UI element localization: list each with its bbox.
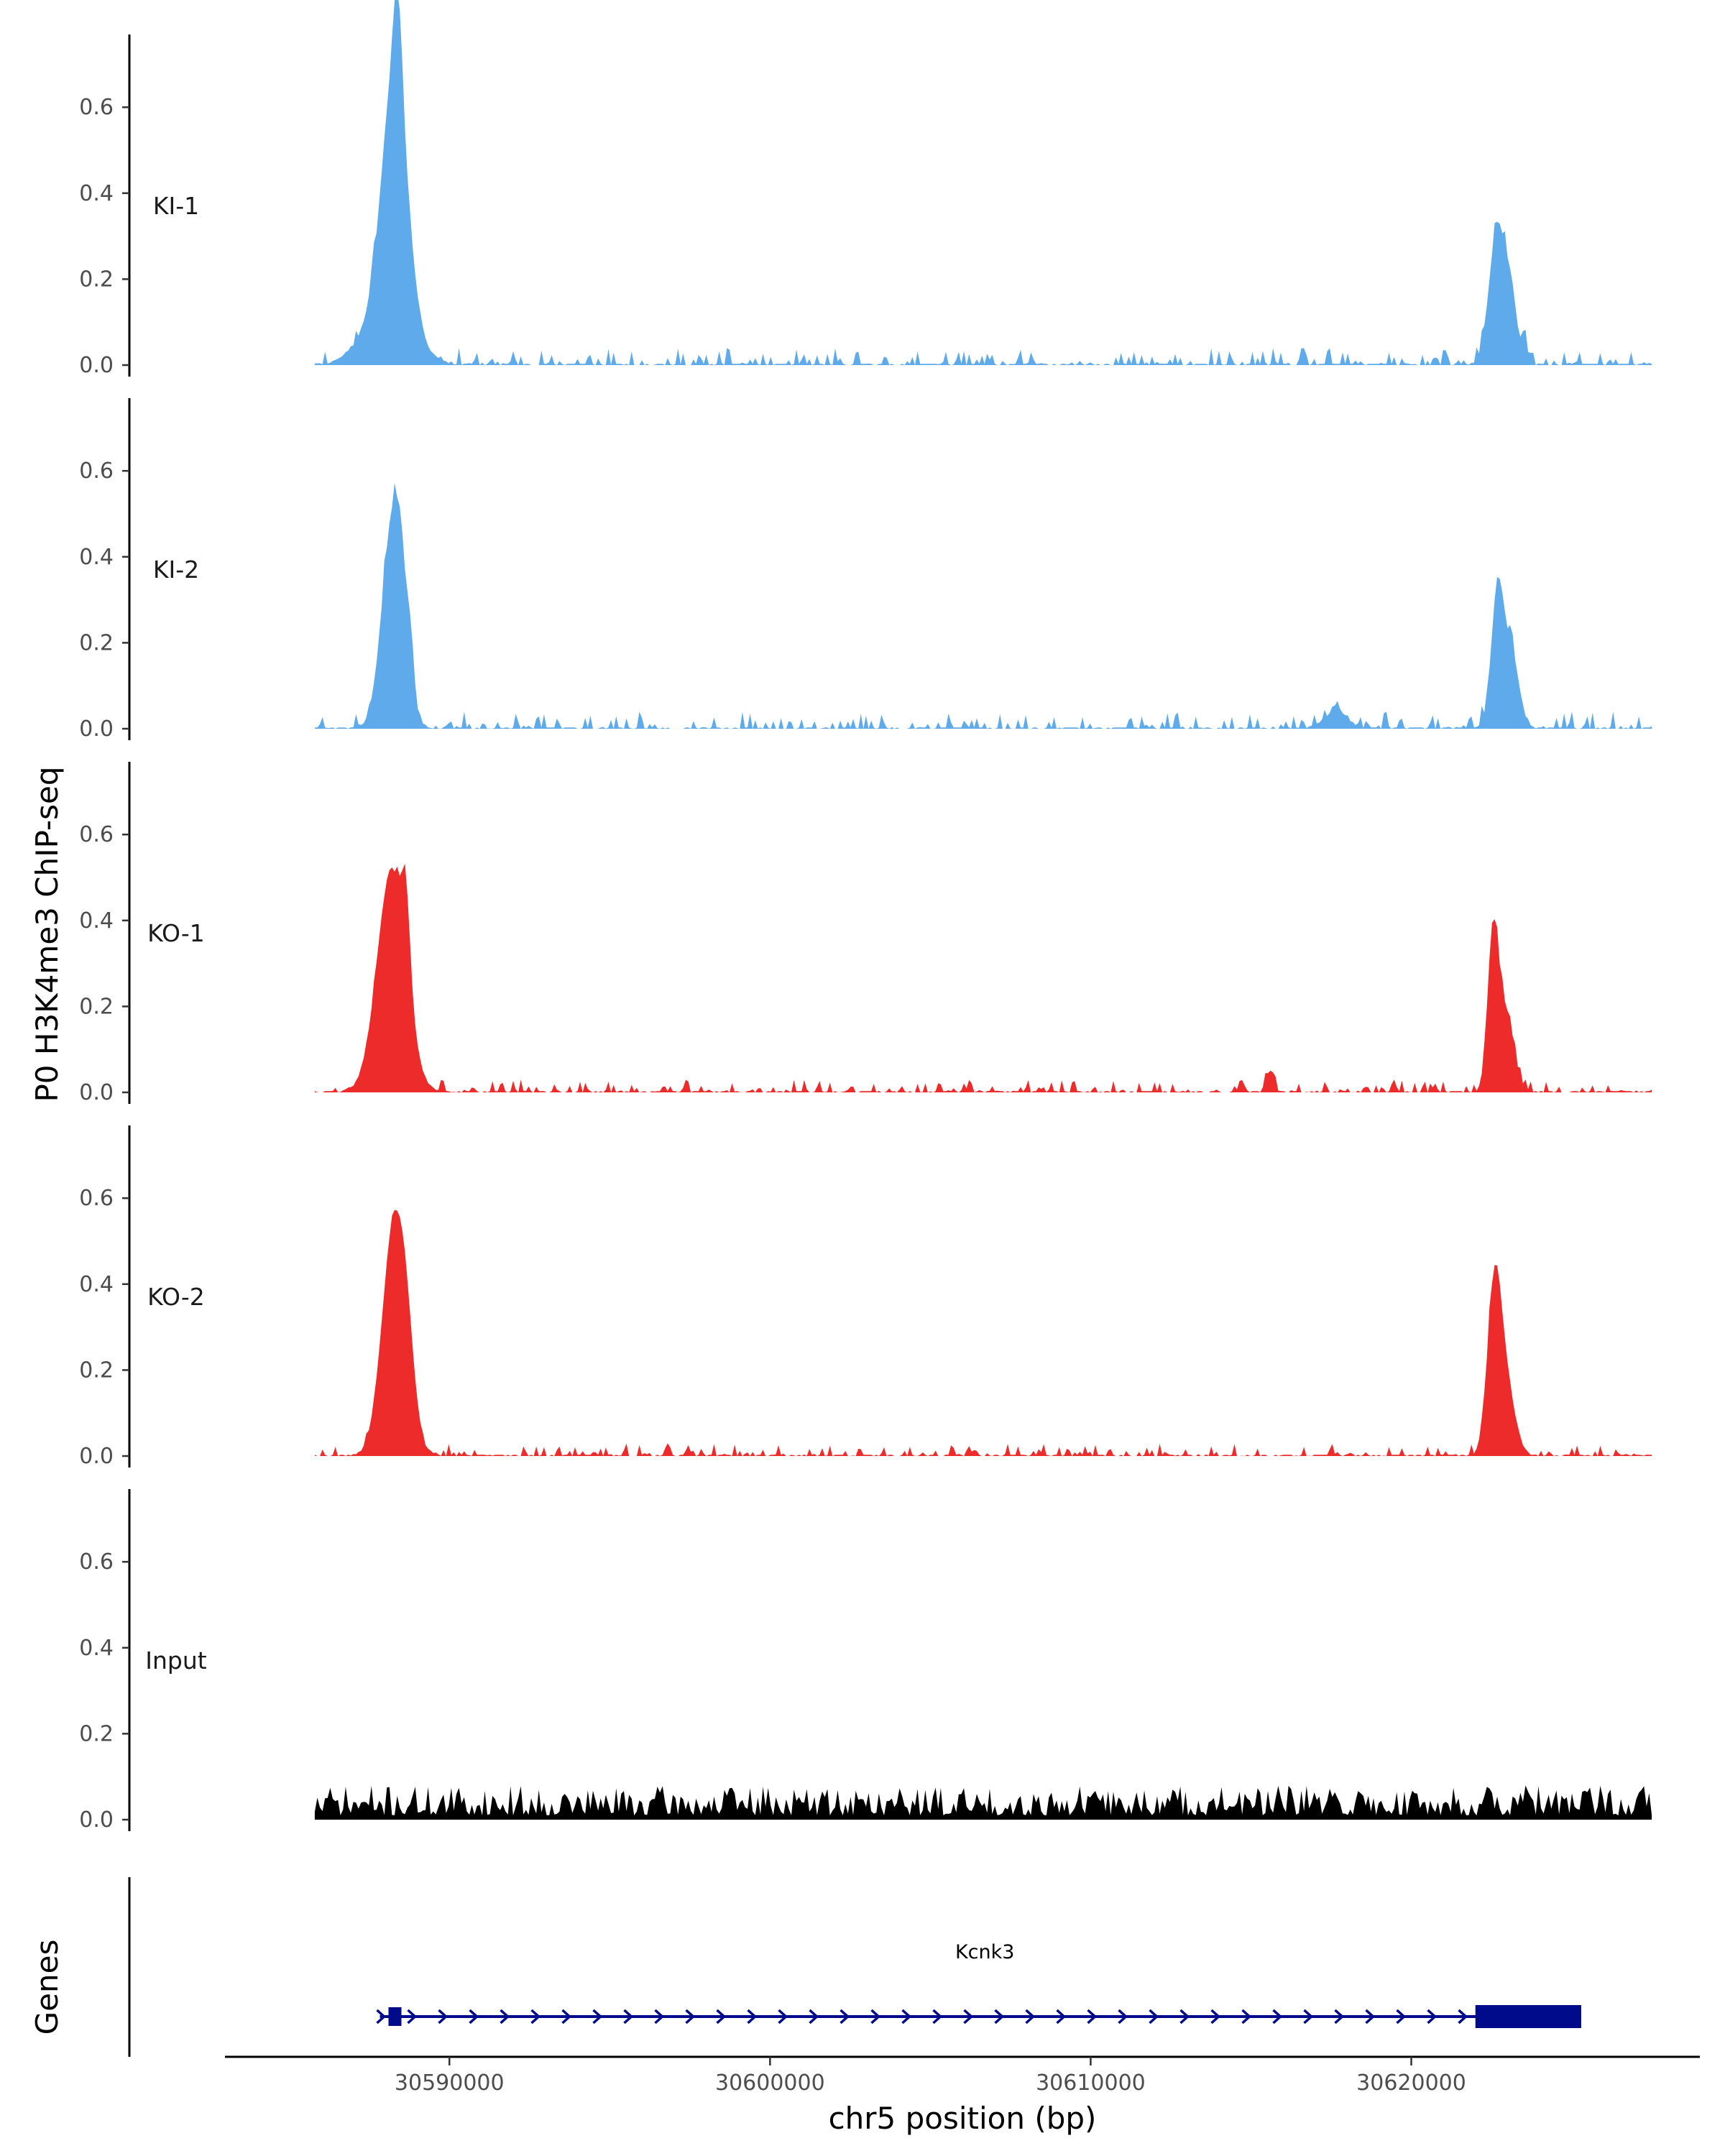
y-tick-label: 0.4 (79, 908, 114, 934)
track-label: KO-1 (147, 919, 205, 947)
gene-name-label: Kcnk3 (955, 1941, 1014, 1963)
y-axis-title: P0 H3K4me3 ChIP-seq (29, 766, 65, 1102)
track-label: KI-1 (153, 192, 199, 220)
y-tick-label: 0.0 (79, 1080, 114, 1105)
strand-chevron (932, 2009, 943, 2024)
strand-chevron (994, 2009, 1005, 2024)
strand-chevron (623, 2009, 634, 2024)
strand-chevron (1396, 2009, 1407, 2024)
y-tick-label: 0.2 (79, 267, 114, 292)
signal-area-ki-1 (314, 0, 1652, 365)
strand-chevron (1241, 2009, 1252, 2024)
y-tick-label: 0.2 (79, 1358, 114, 1383)
x-axis-title: chr5 position (bp) (829, 2101, 1097, 2136)
strand-chevron (1458, 2009, 1468, 2024)
strand-chevron (1272, 2009, 1283, 2024)
track-label: KI-2 (153, 556, 199, 584)
strand-chevron (778, 2009, 788, 2024)
strand-chevron (407, 2009, 418, 2024)
y-tick-label: 0.2 (79, 1721, 114, 1746)
y-tick-label: 0.6 (79, 95, 114, 120)
strand-chevron (1210, 2009, 1221, 2024)
gene-exon (388, 2007, 402, 2026)
strand-chevron (1025, 2009, 1036, 2024)
strand-chevron (685, 2009, 696, 2024)
strand-chevron (1056, 2009, 1067, 2024)
track-panel-input: 0.0 0.2 0.4 0.6 Input (79, 1489, 1652, 1833)
strand-chevron (840, 2009, 850, 2024)
y-tick-label: 0.6 (79, 1186, 114, 1211)
x-tick-label: 30610000 (1036, 2070, 1146, 2096)
y-tick-label: 0.4 (79, 181, 114, 206)
y-tick-label: 0.6 (79, 1549, 114, 1575)
strand-chevron (1334, 2009, 1345, 2024)
strand-chevron (469, 2009, 479, 2024)
strand-chevron (901, 2009, 912, 2024)
strand-chevron (654, 2009, 665, 2024)
strand-chevron (1427, 2009, 1438, 2024)
signal-area-input (314, 1785, 1652, 1820)
strand-chevron (716, 2009, 727, 2024)
strand-chevron (592, 2009, 603, 2024)
y-tick-label: 0.0 (79, 1444, 114, 1469)
y-tick-label: 0.4 (79, 545, 114, 570)
strand-chevron (376, 2009, 387, 2024)
y-tick-label: 0.4 (79, 1272, 114, 1297)
strand-chevron (1149, 2009, 1159, 2024)
strand-chevron (870, 2009, 881, 2024)
track-panel-ki-1: 0.0 0.2 0.4 0.6 KI-1 (79, 0, 1652, 378)
strand-chevron (530, 2009, 541, 2024)
tracks-layer: 0.00.20.40.6KI-10.00.20.40.6KI-20.00.20.… (79, 0, 1652, 1833)
x-tick-label: 30590000 (395, 2070, 505, 2096)
y-tick-label: 0.2 (79, 630, 114, 655)
y-tick-label: 0.0 (79, 717, 114, 742)
track-label: Input (145, 1646, 207, 1674)
strand-chevron (561, 2009, 572, 2024)
strand-chevron (438, 2009, 448, 2024)
strand-chevron (1118, 2009, 1128, 2024)
y-tick-label: 0.6 (79, 459, 114, 484)
x-tick-label: 30620000 (1356, 2070, 1466, 2096)
y-tick-label: 0.2 (79, 994, 114, 1019)
x-axis: 30590000 30600000 30610000 30620000 (225, 2055, 1700, 2096)
strand-chevron (747, 2009, 758, 2024)
track-panel-ko-2: 0.0 0.2 0.4 0.6 KO-2 (79, 1125, 1652, 1469)
signal-area-ko-1 (314, 863, 1652, 1092)
strand-chevron (1087, 2009, 1098, 2024)
gene-track: Kcnk3 (128, 1877, 1581, 2057)
y-tick-label: 0.4 (79, 1636, 114, 1661)
y-tick-label: 0.6 (79, 822, 114, 847)
track-label: KO-2 (147, 1283, 205, 1311)
gene-exon (1475, 2005, 1581, 2028)
y-tick-label: 0.0 (79, 1807, 114, 1833)
signal-area-ki-2 (314, 482, 1652, 729)
track-panel-ki-2: 0.0 0.2 0.4 0.6 KI-2 (79, 398, 1652, 742)
signal-area-ko-2 (314, 1210, 1652, 1456)
strand-chevron (500, 2009, 510, 2024)
y-tick-label: 0.0 (79, 353, 114, 378)
genes-axis-title: Genes (29, 1940, 65, 2035)
x-tick-label: 30600000 (715, 2070, 825, 2096)
track-panel-ko-1: 0.0 0.2 0.4 0.6 KO-1 (79, 762, 1652, 1105)
strand-chevron (1303, 2009, 1314, 2024)
strand-chevron (963, 2009, 974, 2024)
strand-chevron (809, 2009, 819, 2024)
strand-chevron (1365, 2009, 1376, 2024)
strand-chevron (1179, 2009, 1190, 2024)
